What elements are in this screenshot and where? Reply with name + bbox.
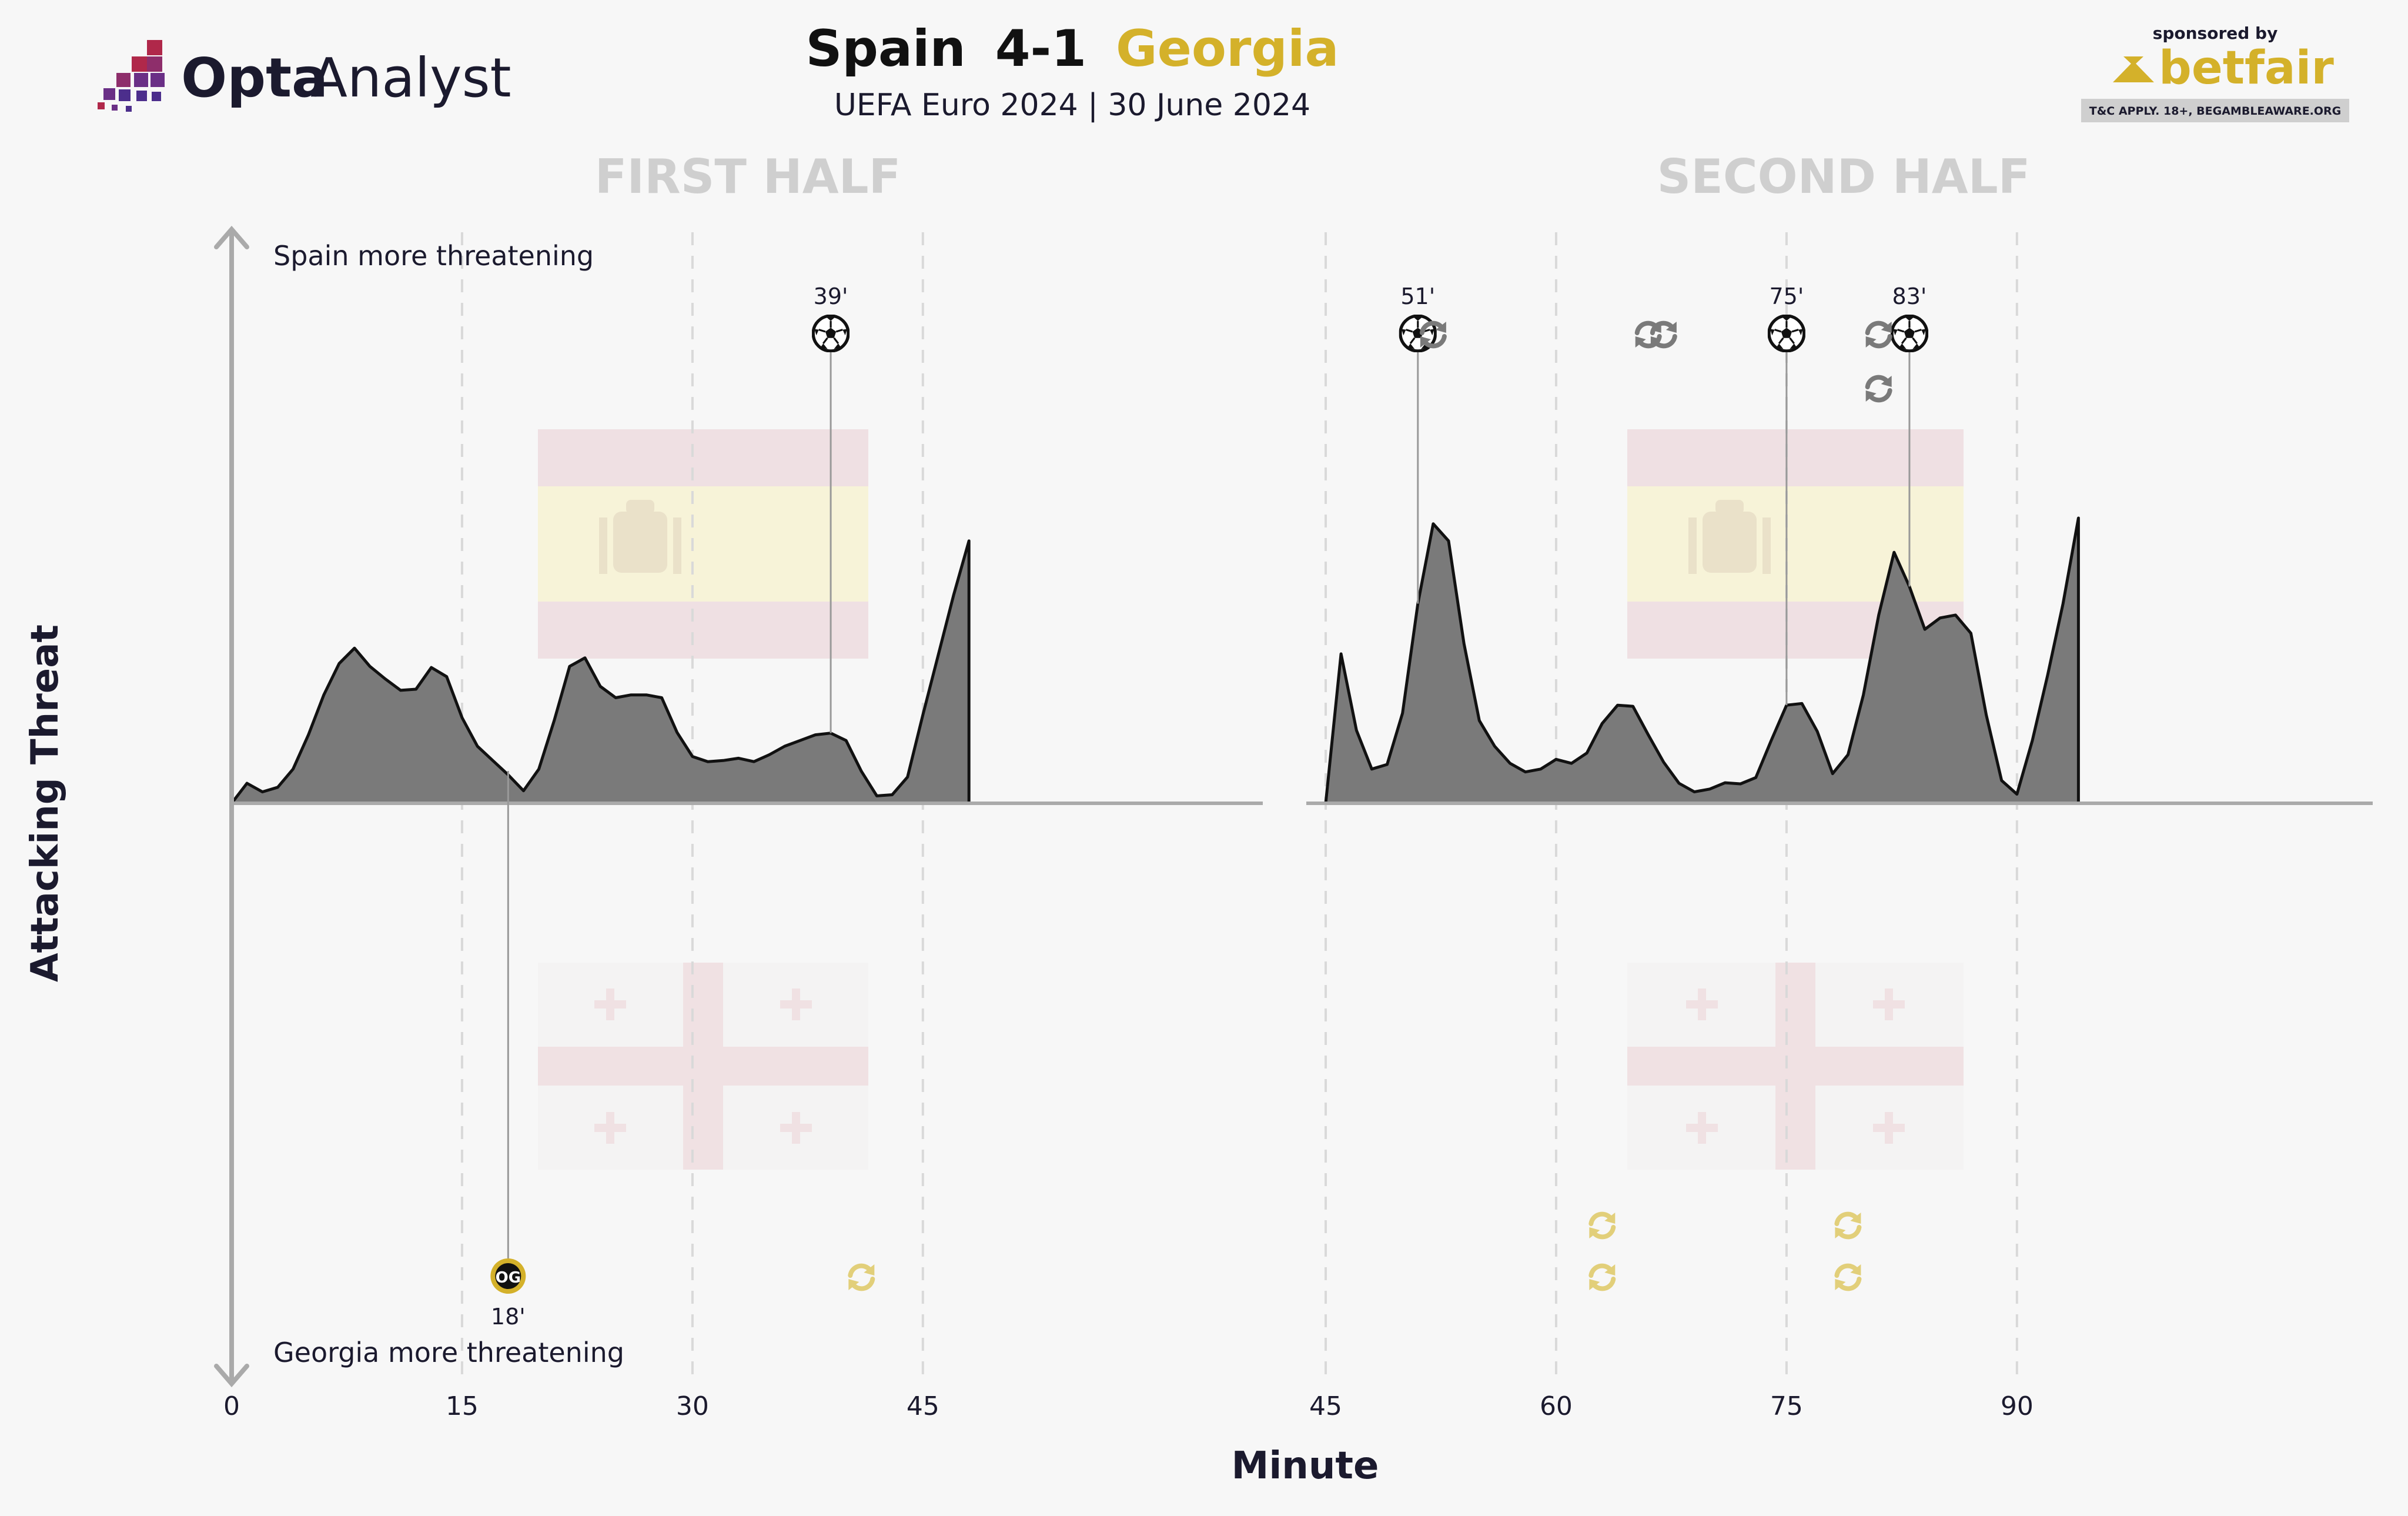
x-tick-label: 90 bbox=[2001, 1391, 2034, 1421]
logo-analyst-text: Analyst bbox=[310, 46, 511, 109]
substitution-icon bbox=[1866, 376, 1892, 402]
match-events: OG 18' 39' 51' 75' 83' bbox=[490, 283, 1927, 1330]
spain-flag-watermark bbox=[538, 429, 1964, 659]
title-score: 4-1 bbox=[995, 19, 1086, 78]
own-goal-badge: OG bbox=[490, 1258, 526, 1294]
y-axis-arrow bbox=[214, 225, 249, 1388]
x-tick-label: 0 bbox=[223, 1391, 240, 1421]
goal-minute-label: 51' bbox=[1400, 283, 1435, 309]
threat-area-spain-half-2 bbox=[1324, 516, 2080, 805]
chart-title: Spain 4-1 Georgia bbox=[805, 19, 1339, 78]
sponsor-terms-bar bbox=[2081, 99, 2349, 122]
half-label-second: SECOND HALF bbox=[1657, 149, 2031, 204]
substitution-icon bbox=[1651, 322, 1677, 348]
threat-areas bbox=[230, 516, 2080, 805]
opta-analyst-logo: Opta Analyst bbox=[98, 40, 511, 112]
title-away-team: Georgia bbox=[1116, 19, 1339, 78]
substitution-icon bbox=[848, 1264, 874, 1290]
betfair-sponsor: sponsored by betfair T&C APPLY. 18+, BEG… bbox=[2081, 24, 2349, 122]
goal-minute-label: 83' bbox=[1892, 283, 1927, 309]
threat-area-spain-half-1 bbox=[230, 539, 971, 805]
svg-text:OG: OG bbox=[496, 1269, 521, 1287]
football-icon bbox=[1892, 316, 1927, 351]
chart-subtitle: UEFA Euro 2024 | 30 June 2024 bbox=[834, 88, 1310, 123]
x-tick-label: 45 bbox=[907, 1391, 939, 1421]
own-goal-minute-label: 18' bbox=[491, 1304, 526, 1330]
logo-opta-text: Opta bbox=[181, 46, 328, 109]
x-tick-label: 30 bbox=[676, 1391, 709, 1421]
substitution-icon bbox=[1835, 1213, 1861, 1238]
x-axis-label: Minute bbox=[1232, 1444, 1379, 1488]
y-axis-label: Attacking Threat bbox=[24, 625, 67, 982]
football-icon bbox=[813, 316, 848, 351]
x-tick-label: 15 bbox=[446, 1391, 479, 1421]
x-tick-label: 60 bbox=[1540, 1391, 1573, 1421]
georgia-flag-watermark bbox=[538, 963, 1964, 1170]
opta-logo-icon bbox=[98, 40, 165, 112]
top-direction-label: Spain more threatening bbox=[273, 240, 594, 272]
title-home-team: Spain bbox=[805, 19, 965, 78]
goal-minute-label: 75' bbox=[1769, 283, 1804, 309]
sponsor-name: betfair bbox=[2159, 42, 2334, 95]
sponsor-terms: T&C APPLY. 18+, BEGAMBLEAWARE.ORG bbox=[2089, 105, 2342, 118]
substitution-icon bbox=[1835, 1264, 1861, 1290]
football-icon bbox=[1769, 316, 1804, 351]
substitution-icon bbox=[1589, 1213, 1615, 1238]
sponsor-caption: sponsored by bbox=[2153, 24, 2278, 43]
half-label-first: FIRST HALF bbox=[595, 149, 901, 204]
substitution-icon bbox=[1589, 1264, 1615, 1290]
grid-lines bbox=[460, 232, 2018, 1379]
x-tick-label: 75 bbox=[1770, 1391, 1803, 1421]
substitution-icon bbox=[1866, 322, 1892, 348]
axes: 0 15 30 45 45 60 75 90 bbox=[223, 802, 2373, 1421]
x-tick-label: 45 bbox=[1309, 1391, 1342, 1421]
goal-minute-label: 39' bbox=[814, 283, 848, 309]
bottom-direction-label: Georgia more threatening bbox=[273, 1337, 624, 1368]
